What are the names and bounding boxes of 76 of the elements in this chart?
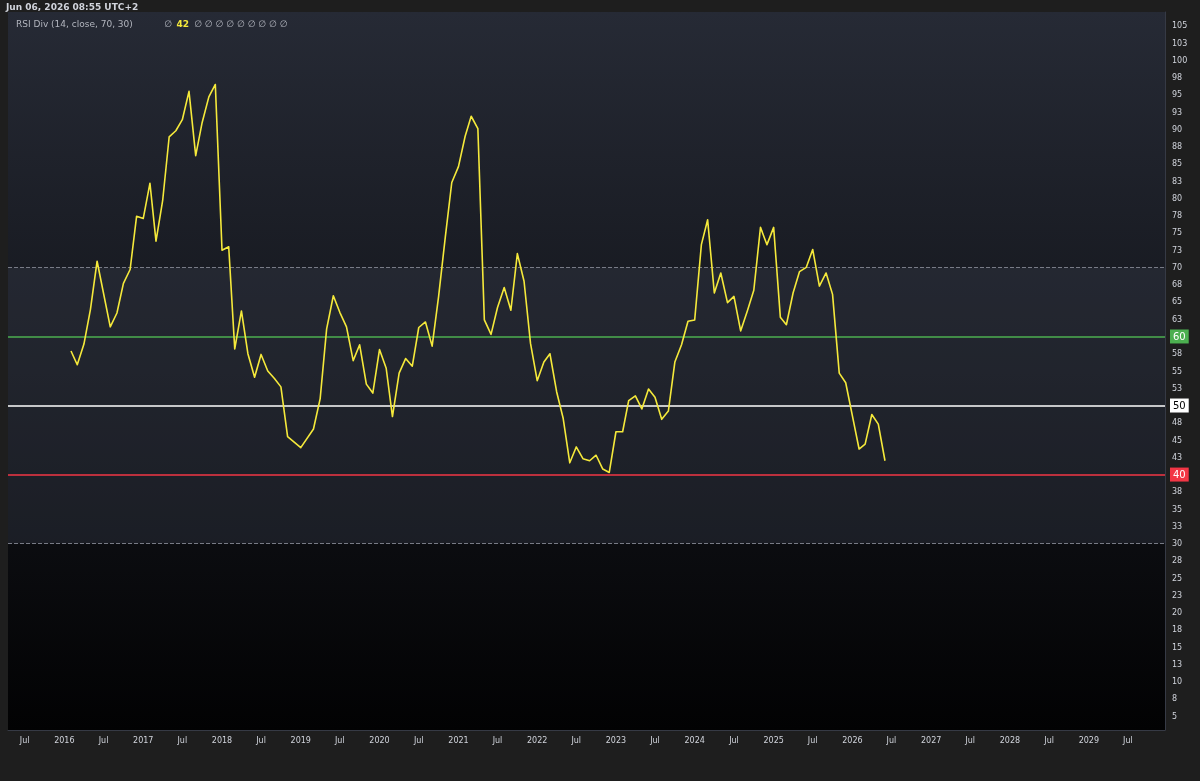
y-tick-label: 15: [1172, 642, 1183, 652]
y-tick-label: 65: [1172, 297, 1183, 307]
x-tick-label: Jul: [728, 735, 739, 745]
y-tick-label: 63: [1172, 314, 1183, 324]
y-tick-label: 10: [1172, 677, 1183, 687]
x-tick-label: 2020: [369, 735, 390, 745]
x-tick-label: Jul: [885, 735, 897, 745]
y-tick-label: 38: [1172, 487, 1183, 497]
ref-line-label: 60: [1173, 330, 1186, 342]
text: Jun 06, 2026 08:55 UTC+2: [5, 1, 139, 12]
y-tick-label: 103: [1172, 38, 1188, 48]
y-tick-label: 28: [1172, 556, 1183, 566]
y-tick-label: 93: [1172, 107, 1183, 117]
x-tick-label: Jul: [97, 735, 109, 745]
x-tick-label: 2019: [290, 735, 311, 745]
x-tick-label: 2028: [999, 735, 1021, 745]
y-tick-label: 45: [1172, 435, 1183, 445]
x-tick-label: Jul: [570, 735, 582, 745]
x-tick-label: Jul: [176, 735, 188, 745]
y-tick-label: 105: [1172, 21, 1188, 31]
y-tick-label: 78: [1172, 211, 1183, 221]
x-tick-label: 2027: [920, 735, 942, 745]
y-tick-label: 43: [1172, 452, 1183, 462]
ref-line-label: 50: [1173, 400, 1186, 412]
y-tick-label: 48: [1172, 418, 1183, 428]
y-tick-label: 73: [1172, 245, 1183, 255]
x-tick-label: 2026: [842, 735, 863, 745]
x-tick-label: Jul: [412, 735, 424, 745]
x-tick-label: Jul: [255, 735, 266, 745]
y-tick-label: 13: [1172, 659, 1183, 669]
y-tick-label: 5: [1172, 711, 1178, 721]
y-tick-label: 55: [1172, 366, 1183, 376]
y-tick-label: 95: [1172, 90, 1183, 100]
y-tick-label: 8: [1172, 694, 1178, 704]
y-tick-label: 70: [1172, 262, 1183, 272]
x-tick-label: 2025: [763, 735, 784, 745]
y-tick-label: 75: [1172, 228, 1183, 238]
x-tick-label: 2029: [1078, 735, 1100, 745]
y-tick-label: 80: [1172, 193, 1183, 203]
y-tick-label: 33: [1172, 521, 1183, 531]
ref-line-label: 40: [1173, 469, 1186, 481]
y-tick-label: 90: [1172, 124, 1183, 134]
x-tick-label: Jul: [649, 735, 660, 745]
x-tick-label: Jul: [964, 735, 976, 745]
y-tick-label: 18: [1172, 625, 1183, 635]
line-series: [70, 83, 886, 474]
x-tick-label: Jul: [806, 735, 818, 745]
x-tick-label: 2016: [54, 735, 75, 745]
y-tick-label: 58: [1172, 349, 1183, 359]
x-tick-label: 2022: [527, 735, 548, 745]
y-tick-label: 20: [1172, 608, 1183, 618]
y-tick-label: 83: [1172, 176, 1183, 186]
y-tick-label: 25: [1172, 573, 1183, 583]
x-tick-label: Jul: [491, 735, 503, 745]
x-tick-label: Jul: [1043, 735, 1054, 745]
y-tick-label: 53: [1172, 383, 1183, 393]
y-tick-label: 100: [1172, 55, 1188, 65]
annotation: ∅ ∅ ∅ ∅ ∅ ∅ ∅ ∅ ∅: [194, 18, 288, 29]
x-tick-label: Jul: [333, 735, 345, 745]
y-tick-label: 35: [1172, 504, 1183, 514]
annotation: 42: [176, 18, 189, 29]
y-tick-label: 98: [1172, 73, 1183, 83]
x-tick-label: 2021: [448, 735, 469, 745]
y-tick-label: 88: [1172, 142, 1183, 152]
x-tick-label: 2018: [211, 735, 233, 745]
x-tick-label: Jul: [1122, 735, 1133, 745]
annotation: ∅: [164, 18, 173, 29]
y-tick-label: 68: [1172, 280, 1183, 290]
x-tick-label: 2017: [133, 735, 154, 745]
y-tick-label: 23: [1172, 590, 1183, 600]
x-tick-label: 2023: [605, 735, 627, 745]
x-tick-label: Jul: [18, 735, 30, 745]
text: RSI Div (14, close, 70, 30): [16, 18, 133, 29]
x-tick-label: 2024: [684, 735, 705, 745]
y-tick-label: 85: [1172, 159, 1183, 169]
y-tick-label: 30: [1172, 539, 1183, 549]
